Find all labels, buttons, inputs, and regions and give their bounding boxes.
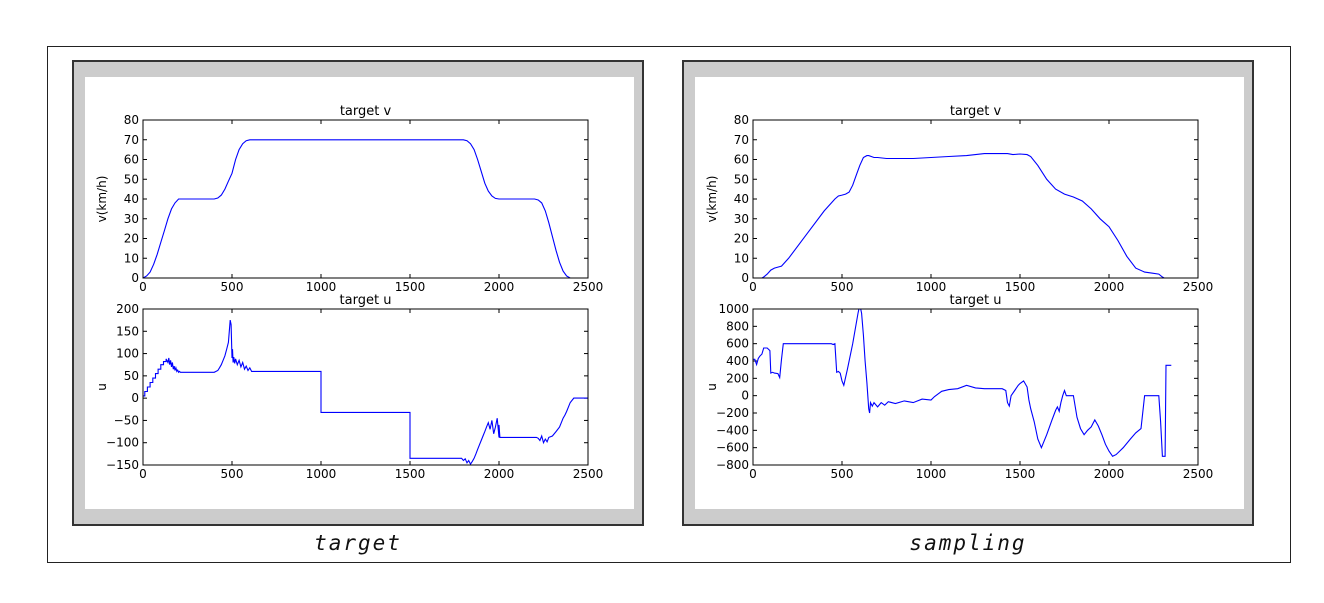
chart-4-ytick-label: 200 xyxy=(726,371,749,385)
chart-1-axes-frame xyxy=(142,119,589,279)
chart-4-ytick-label: 800 xyxy=(726,319,749,333)
chart-4-series-line xyxy=(753,309,1172,458)
chart-3-xtick-label: 1500 xyxy=(1005,280,1036,294)
chart-4-xtick-label: 1000 xyxy=(916,467,947,481)
chart-1-ytick-label: 80 xyxy=(124,113,139,127)
chart-3-xtick-label: 2500 xyxy=(1183,280,1214,294)
chart-3-ytick-label: 40 xyxy=(734,192,749,206)
figure-frame xyxy=(47,46,1291,563)
chart-4-ytick-label: −800 xyxy=(716,458,749,472)
caption-target: target xyxy=(314,531,402,555)
chart-3-xtick-label: 500 xyxy=(831,280,854,294)
chart-4-ytick-label: 1000 xyxy=(718,302,749,316)
chart-3-ylabel: v(km/h) xyxy=(705,176,719,223)
chart-2-xtick-label: 2000 xyxy=(484,467,515,481)
chart-2-xtick-label: 0 xyxy=(139,467,147,481)
chart-3-xtick-label: 0 xyxy=(749,280,757,294)
chart-1-ytick-label: 60 xyxy=(124,153,139,167)
chart-4-ytick-label: −600 xyxy=(716,441,749,455)
chart-4-ytick-label: −400 xyxy=(716,423,749,437)
chart-4-xtick-label: 500 xyxy=(831,467,854,481)
chart-1-xtick-label: 1000 xyxy=(306,280,337,294)
chart-1-ytick-label: 10 xyxy=(124,251,139,265)
chart-2-xtick-label: 1000 xyxy=(306,467,337,481)
chart-2-series-line xyxy=(143,319,588,465)
chart-1-title: target v xyxy=(340,104,392,119)
caption-sampling: sampling xyxy=(909,531,1027,555)
chart-2-ylabel: u xyxy=(95,383,109,391)
chart-2-title: target u xyxy=(340,293,392,308)
chart-4-ytick-label: 0 xyxy=(741,389,749,403)
chart-3-title: target v xyxy=(950,104,1002,119)
chart-1-ytick-label: 30 xyxy=(124,212,139,226)
chart-4-ylabel: u xyxy=(705,383,719,391)
chart-4-xtick-label: 2000 xyxy=(1094,467,1125,481)
chart-3-ytick-label: 30 xyxy=(734,212,749,226)
chart-1-xtick-label: 2500 xyxy=(573,280,604,294)
chart-4-xtick-label: 0 xyxy=(749,467,757,481)
chart-3-xtick-label: 1000 xyxy=(916,280,947,294)
chart-1-xtick-label: 500 xyxy=(221,280,244,294)
chart-3-ytick-label: 50 xyxy=(734,172,749,186)
chart-2-xtick-label: 2500 xyxy=(573,467,604,481)
chart-1-xtick-label: 2000 xyxy=(484,280,515,294)
chart-2-ytick-label: −50 xyxy=(114,413,139,427)
chart-2-ytick-label: 100 xyxy=(116,347,139,361)
chart-2-ytick-label: 0 xyxy=(131,391,139,405)
sampling-panel-inner xyxy=(695,77,1244,509)
chart-3-ytick-label: 60 xyxy=(734,153,749,167)
chart-2-ytick-label: 150 xyxy=(116,324,139,338)
chart-1-ytick-label: 50 xyxy=(124,172,139,186)
chart-1-xtick-label: 1500 xyxy=(395,280,426,294)
chart-4-ytick-label: 400 xyxy=(726,354,749,368)
chart-3-ytick-label: 20 xyxy=(734,232,749,246)
chart-4-title: target u xyxy=(950,293,1002,308)
chart-2-ytick-label: 50 xyxy=(124,369,139,383)
sampling-panel xyxy=(682,60,1254,526)
chart-3-series-line xyxy=(753,153,1165,278)
chart-2-ytick-label: −150 xyxy=(106,458,139,472)
chart-1-ytick-label: 20 xyxy=(124,232,139,246)
chart-2-xtick-label: 1500 xyxy=(395,467,426,481)
chart-1-series-line xyxy=(143,139,588,278)
chart-4-ytick-label: −200 xyxy=(716,406,749,420)
chart-2-ytick-label: 200 xyxy=(116,302,139,316)
chart-3-ytick-label: 80 xyxy=(734,113,749,127)
chart-1-ylabel: v(km/h) xyxy=(95,176,109,223)
chart-3-xtick-label: 2000 xyxy=(1094,280,1125,294)
chart-4-xtick-label: 1500 xyxy=(1005,467,1036,481)
chart-2-axes-frame xyxy=(142,308,589,466)
chart-4-ytick-label: 600 xyxy=(726,337,749,351)
chart-1-xtick-label: 0 xyxy=(139,280,147,294)
chart-4-axes-frame xyxy=(752,308,1199,466)
chart-2-xtick-label: 500 xyxy=(221,467,244,481)
chart-1-ytick-label: 70 xyxy=(124,133,139,147)
chart-2-ytick-label: −100 xyxy=(106,436,139,450)
chart-3-axes-frame xyxy=(752,119,1199,279)
chart-1-ytick-label: 40 xyxy=(124,192,139,206)
chart-3-ytick-label: 10 xyxy=(734,251,749,265)
chart-1-ytick-label: 0 xyxy=(131,271,139,285)
chart-4-xtick-label: 2500 xyxy=(1183,467,1214,481)
chart-3-ytick-label: 0 xyxy=(741,271,749,285)
chart-3-ytick-label: 70 xyxy=(734,133,749,147)
